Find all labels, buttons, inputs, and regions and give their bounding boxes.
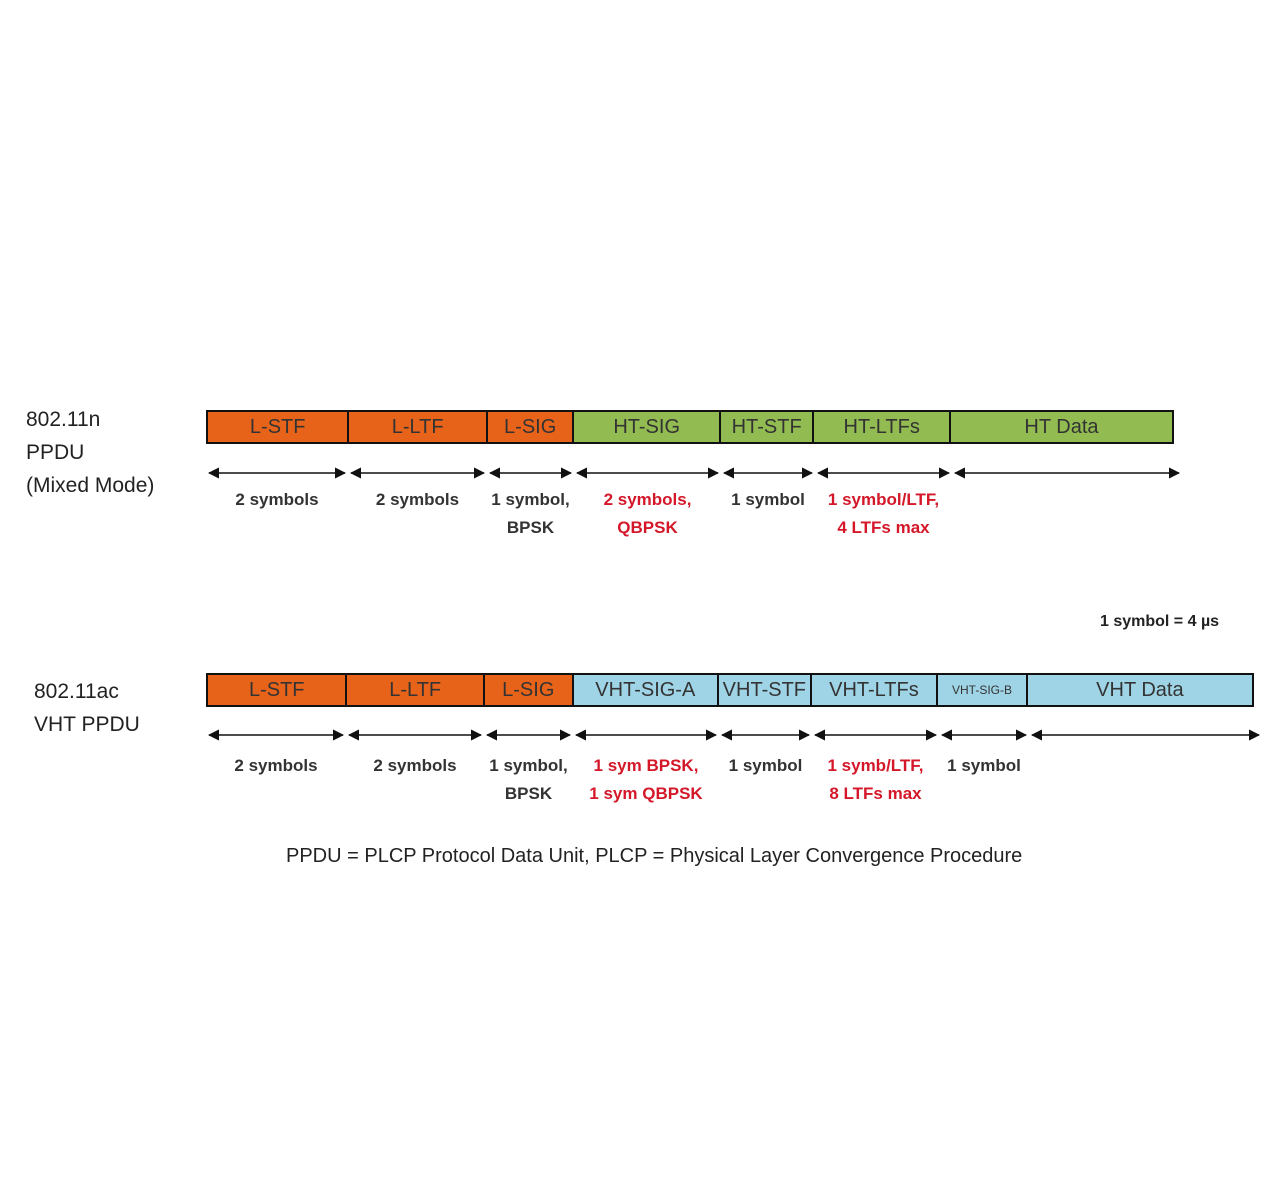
annotation-line: 1 symbol: [947, 756, 1021, 775]
duration-annotation: 1 symbol: [731, 486, 805, 514]
ht-label-line: (Mixed Mode): [26, 474, 155, 497]
duration-annotation: 1 symbol, BPSK: [489, 752, 567, 808]
annotation-line: 1 symbol/LTF,: [827, 490, 940, 509]
annotation-line: 1 symb/LTF,: [827, 756, 924, 775]
field-vht-sig-b: VHT-SIG-B: [938, 675, 1028, 705]
annotation-line: 2 symbols: [375, 490, 460, 509]
annotation-line: 2 symbols,: [603, 490, 692, 509]
annotation-line: 1 sym BPSK,: [593, 756, 699, 775]
duration-annotation: 2 symbols: [373, 752, 456, 780]
annotation-line: 1 symbol,: [489, 756, 568, 775]
annotation-line: 2 symbols: [373, 756, 457, 775]
annotation-line: 1 symbol,: [491, 490, 570, 509]
duration-annotation: 1 symbol/LTF, 4 LTFs max: [828, 486, 939, 542]
annotation-line: 1 symbol: [731, 490, 805, 509]
annotation-line: 1 symbol: [728, 756, 803, 775]
annotation-line: BPSK: [504, 784, 553, 803]
annotation-line: 4 LTFs max: [837, 518, 930, 537]
field-l-ltf: L-LTF: [349, 412, 488, 442]
ht-label-line: 802.11n: [26, 408, 101, 431]
duration-annotation: 1 symbol: [947, 752, 1021, 780]
annotation-line: 1 sym QBPSK: [589, 784, 703, 803]
field-l-ltf: L-LTF: [347, 675, 485, 705]
field-ht-sig: HT-SIG: [574, 412, 721, 442]
symbol-duration-note: 1 symbol = 4 µs: [1100, 613, 1220, 630]
vht-label-line: VHT PPDU: [34, 713, 140, 736]
annotation-line: BPSK: [506, 518, 555, 537]
field-l-stf: L-STF: [208, 412, 350, 442]
field-l-sig: L-SIG: [484, 675, 574, 705]
duration-annotation: 1 symb/LTF, 8 LTFs max: [827, 752, 923, 808]
field-vht-ltfs: VHT-LTFs: [811, 675, 939, 705]
duration-annotation: 1 symbol, BPSK: [491, 486, 569, 542]
field-l-sig: L-SIG: [487, 412, 575, 442]
ht-ppdu-frame: L-STF L-LTF L-SIG HT-SIG HT-STF HT-LTFs HT Dat…: [206, 410, 1174, 444]
field-vht-stf: VHT-STF: [719, 675, 812, 705]
duration-annotation: 1 symbol: [729, 752, 803, 780]
field-l-stf: L-STF: [208, 675, 348, 705]
vht-ppdu-label: 802.11ac VHT PPDU: [34, 675, 140, 741]
annotation-line: 2 symbols: [234, 756, 318, 775]
annotation-line: 2 symbols: [235, 490, 319, 509]
field-ht-data: HT Data: [950, 412, 1172, 442]
ht-ppdu-label: 802.11n PPDU (Mixed Mode): [26, 403, 154, 502]
duration-annotation: 2 symbols: [234, 752, 317, 780]
field-ht-ltfs: HT-LTFs: [814, 412, 951, 442]
field-vht-sig-a: VHT-SIG-A: [573, 675, 720, 705]
field-ht-stf: HT-STF: [720, 412, 815, 442]
annotation-line: 8 LTFs max: [829, 784, 922, 803]
ht-label-line: PPDU: [26, 441, 85, 464]
duration-annotation: 2 symbols: [235, 486, 318, 514]
duration-annotation: 1 sym BPSK, 1 sym QBPSK: [589, 752, 702, 808]
annotation-line: QBPSK: [617, 518, 678, 537]
vht-ppdu-frame: L-STF L-LTF L-SIG VHT-SIG-A VHT-STF VHT-LTFs V…: [206, 673, 1254, 707]
field-vht-data: VHT Data: [1027, 675, 1252, 705]
acronym-footnote: PPDU = PLCP Protocol Data Unit, PLCP = P…: [286, 845, 1023, 867]
duration-annotation: 2 symbols, QBPSK: [604, 486, 692, 542]
duration-annotation: 2 symbols: [376, 486, 459, 514]
vht-label-line: 802.11ac: [34, 680, 119, 703]
